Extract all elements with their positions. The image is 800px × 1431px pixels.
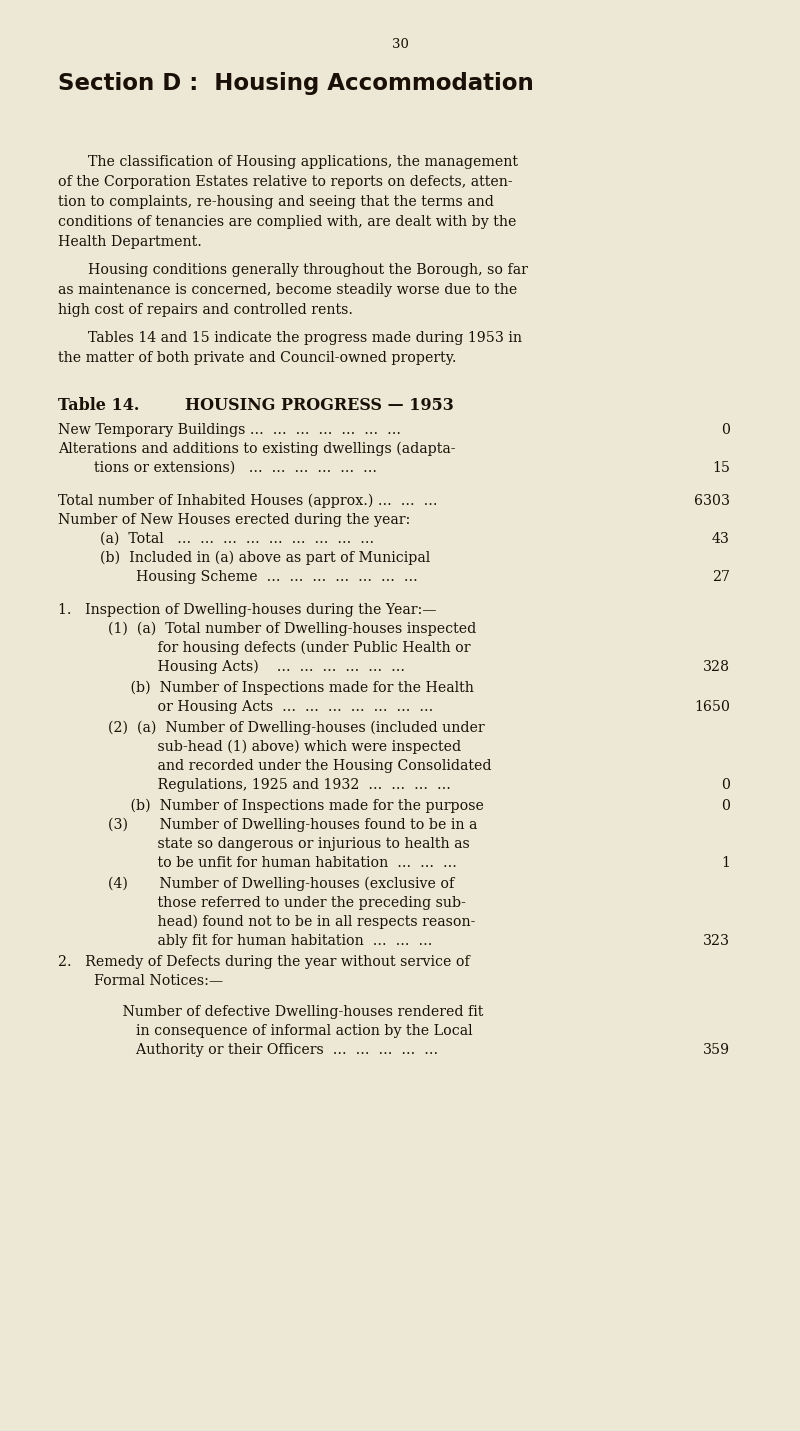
Text: 30: 30 — [391, 39, 409, 52]
Text: Number of defective Dwelling-houses rendered fit: Number of defective Dwelling-houses rend… — [100, 1005, 483, 1019]
Text: to be unfit for human habitation  ...  ...  ...: to be unfit for human habitation ... ...… — [108, 856, 457, 870]
Text: the matter of both private and Council-owned property.: the matter of both private and Council-o… — [58, 351, 457, 365]
Text: 1.   Inspection of Dwelling-houses during the Year:—: 1. Inspection of Dwelling-houses during … — [58, 602, 437, 617]
Text: tions or extensions)   ...  ...  ...  ...  ...  ...: tions or extensions) ... ... ... ... ...… — [58, 461, 377, 475]
Text: Health Department.: Health Department. — [58, 235, 202, 249]
Text: for housing defects (under Public Health or: for housing defects (under Public Health… — [108, 641, 470, 655]
Text: (b)  Included in (a) above as part of Municipal: (b) Included in (a) above as part of Mun… — [100, 551, 430, 565]
Text: 15: 15 — [712, 461, 730, 475]
Text: 6303: 6303 — [694, 494, 730, 508]
Text: Housing Acts)    ...  ...  ...  ...  ...  ...: Housing Acts) ... ... ... ... ... ... — [108, 660, 405, 674]
Text: (b)  Number of Inspections made for the purpose: (b) Number of Inspections made for the p… — [108, 798, 484, 813]
Text: HOUSING PROGRESS — 1953: HOUSING PROGRESS — 1953 — [185, 396, 454, 414]
Text: 27: 27 — [712, 570, 730, 584]
Text: 1: 1 — [721, 856, 730, 870]
Text: 328: 328 — [703, 660, 730, 674]
Text: head) found not to be in all respects reason-: head) found not to be in all respects re… — [108, 914, 475, 929]
Text: Table 14.: Table 14. — [58, 396, 139, 414]
Text: 359: 359 — [703, 1043, 730, 1058]
Text: (1)  (a)  Total number of Dwelling-houses inspected: (1) (a) Total number of Dwelling-houses … — [108, 622, 476, 637]
Text: (3)       Number of Dwelling-houses found to be in a: (3) Number of Dwelling-houses found to b… — [108, 819, 478, 833]
Text: Tables 14 and 15 indicate the progress made during 1953 in: Tables 14 and 15 indicate the progress m… — [88, 331, 522, 345]
Text: Formal Notices:—: Formal Notices:— — [58, 975, 223, 987]
Text: New Temporary Buildings ...  ...  ...  ...  ...  ...  ...: New Temporary Buildings ... ... ... ... … — [58, 424, 401, 436]
Text: 0: 0 — [721, 778, 730, 791]
Text: 0: 0 — [721, 424, 730, 436]
Text: of the Corporation Estates relative to reports on defects, atten-: of the Corporation Estates relative to r… — [58, 175, 513, 189]
Text: Regulations, 1925 and 1932  ...  ...  ...  ...: Regulations, 1925 and 1932 ... ... ... .… — [108, 778, 451, 791]
Text: in consequence of informal action by the Local: in consequence of informal action by the… — [100, 1025, 473, 1037]
Text: conditions of tenancies are complied with, are dealt with by the: conditions of tenancies are complied wit… — [58, 215, 516, 229]
Text: The classification of Housing applications, the management: The classification of Housing applicatio… — [88, 155, 518, 169]
Text: Housing Scheme  ...  ...  ...  ...  ...  ...  ...: Housing Scheme ... ... ... ... ... ... .… — [100, 570, 418, 584]
Text: (4)       Number of Dwelling-houses (exclusive of: (4) Number of Dwelling-houses (exclusive… — [108, 877, 454, 892]
Text: (a)  Total   ...  ...  ...  ...  ...  ...  ...  ...  ...: (a) Total ... ... ... ... ... ... ... ..… — [100, 532, 374, 547]
Text: ably fit for human habitation  ...  ...  ...: ably fit for human habitation ... ... ..… — [108, 934, 432, 947]
Text: (2)  (a)  Number of Dwelling-houses (included under: (2) (a) Number of Dwelling-houses (inclu… — [108, 721, 485, 736]
Text: (b)  Number of Inspections made for the Health: (b) Number of Inspections made for the H… — [108, 681, 474, 695]
Text: 2.   Remedy of Defects during the year without service of: 2. Remedy of Defects during the year wit… — [58, 954, 470, 969]
Text: 1650: 1650 — [694, 700, 730, 714]
Text: Section D :  Housing Accommodation: Section D : Housing Accommodation — [58, 72, 534, 94]
Text: Alterations and additions to existing dwellings (adapta-: Alterations and additions to existing dw… — [58, 442, 455, 456]
Text: state so dangerous or injurious to health as: state so dangerous or injurious to healt… — [108, 837, 470, 851]
Text: Housing conditions generally throughout the Borough, so far: Housing conditions generally throughout … — [88, 263, 528, 278]
Text: Number of New Houses erected during the year:: Number of New Houses erected during the … — [58, 512, 410, 527]
Text: 323: 323 — [703, 934, 730, 947]
Text: high cost of repairs and controlled rents.: high cost of repairs and controlled rent… — [58, 303, 353, 318]
Text: as maintenance is concerned, become steadily worse due to the: as maintenance is concerned, become stea… — [58, 283, 518, 298]
Text: or Housing Acts  ...  ...  ...  ...  ...  ...  ...: or Housing Acts ... ... ... ... ... ... … — [108, 700, 434, 714]
Text: Authority or their Officers  ...  ...  ...  ...  ...: Authority or their Officers ... ... ... … — [100, 1043, 438, 1058]
Text: 43: 43 — [712, 532, 730, 547]
Text: 0: 0 — [721, 798, 730, 813]
Text: those referred to under the preceding sub-: those referred to under the preceding su… — [108, 896, 466, 910]
Text: and recorded under the Housing Consolidated: and recorded under the Housing Consolida… — [108, 758, 491, 773]
Text: Total number of Inhabited Houses (approx.) ...  ...  ...: Total number of Inhabited Houses (approx… — [58, 494, 438, 508]
Text: sub-head (1) above) which were inspected: sub-head (1) above) which were inspected — [108, 740, 461, 754]
Text: tion to complaints, re-housing and seeing that the terms and: tion to complaints, re-housing and seein… — [58, 195, 494, 209]
